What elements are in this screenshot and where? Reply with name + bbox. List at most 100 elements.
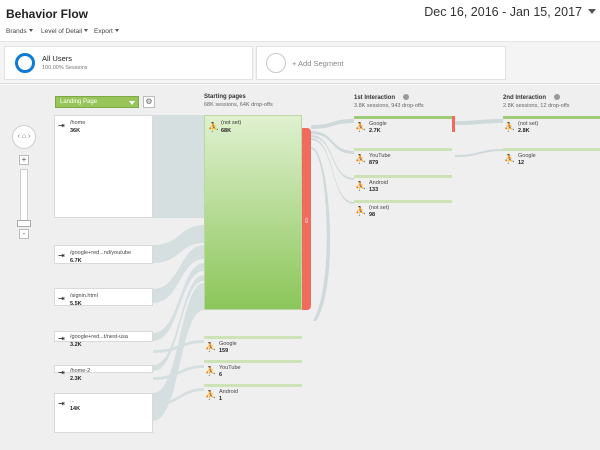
node-name: Google [369,121,387,127]
starting-page-node[interactable]: ⛹ Android 1 [204,384,302,404]
segment-all-users[interactable]: All Users 100.00% Sessions [4,46,253,80]
column-header-2nd-interaction: 2nd Interaction 2.8K sessions, 12 drop-o… [503,94,570,109]
export-menu[interactable]: Export [94,28,119,35]
node-name: Google [219,341,237,347]
landing-page-node[interactable]: ⇥ /home 36K [54,115,153,218]
brands-menu[interactable]: Brands [6,28,33,35]
header-bar: Behavior Flow Dec 16, 2016 - Jan 15, 201… [0,0,600,25]
column-stats: 3.8K sessions, 943 drop-offs [354,103,424,109]
flow-to-android-1 [311,135,354,180]
flow-small-3 [153,388,204,406]
flow-nest [153,263,204,341]
flow-to-2nd-2 [455,149,503,157]
zoom-in-button[interactable]: + [19,155,29,165]
dimension-select-label: Landing Page [60,99,98,105]
dimension-select[interactable]: Landing Page [55,96,139,108]
second-interaction-node[interactable]: ⛹ (not set) 2.8K [503,116,600,138]
enter-arrow-icon: ⇥ [58,368,65,377]
caret-down-icon [84,29,89,32]
flow-youtube-page [153,225,204,263]
starting-page-node[interactable]: ⛹ (not set) 68K [204,115,302,310]
person-walking-icon: ⛹ [205,390,217,400]
node-value: 2.8K [518,128,530,134]
chevron-down-icon[interactable] [588,9,596,14]
enter-arrow-icon: ⇥ [58,399,65,408]
column-stats: 68K sessions, 64K drop-offs [204,102,273,108]
node-name: /google+red...nd/youtube [70,250,132,256]
person-walking-icon: ⛹ [355,122,367,132]
node-name: YouTube [369,153,391,159]
first-interaction-node[interactable]: ⛹ YouTube 879 [354,148,452,170]
landing-page-node[interactable]: ⇥ /signin.html 5.5K [54,288,153,307]
zoom-slider-track[interactable] [20,169,28,227]
node-value: 879 [369,160,379,166]
node-value: 133 [369,187,379,193]
person-walking-icon: ⛹ [504,154,516,164]
pan-home-icon[interactable]: ‹ ⌂ › [12,125,36,149]
node-name: Google [518,153,536,159]
node-name: Android [369,180,388,186]
info-icon[interactable] [403,94,410,100]
node-name: /home [70,120,86,126]
segment-sessions: 100.00% Sessions [42,65,88,71]
enter-arrow-icon: ⇥ [58,294,65,303]
column-stats: 2.8K sessions, 12 drop-offs [503,103,570,109]
node-value: 12 [518,160,525,166]
caret-down-icon [129,101,135,105]
empty-ring-icon [266,53,286,73]
caret-down-icon [28,29,33,32]
dropoff-bar[interactable] [302,128,311,310]
first-interaction-node[interactable]: ⛹ Google 2.7K [354,116,452,138]
landing-page-node[interactable]: ⇥ /home-2 2.3K [54,365,153,382]
node-value: 6 [219,372,223,378]
first-interaction-node[interactable]: ⛹ Android 133 [354,175,452,197]
node-name: (not set) [369,205,390,211]
starting-page-node[interactable]: ⛹ Google 159 [204,336,302,356]
caret-down-icon [114,29,119,32]
zoom-out-button[interactable]: - [19,229,29,239]
first-interaction-node[interactable]: ⛹ (not set) 98 [354,200,452,222]
person-walking-icon: ⛹ [355,154,367,164]
person-walking-icon: ⛹ [208,122,220,132]
node-value: 14K [70,406,81,412]
node-value: 2.3K [70,376,82,382]
node-value: 2.7K [369,128,381,134]
flow-to-2nd-1 [455,119,503,125]
flow-to-youtube-1 [311,131,354,154]
landing-page-node[interactable]: ⇥ ... 14K [54,393,153,433]
add-segment-button[interactable]: + Add Segment [256,46,506,80]
enter-arrow-icon: ⇥ [58,251,65,260]
person-walking-icon: ⛹ [205,342,217,352]
node-value: 3.2K [70,342,82,348]
column-header-starting-pages: Starting pages 68K sessions, 64K drop-of… [204,94,273,108]
person-walking-icon: ⛹ [355,181,367,191]
page-title: Behavior Flow [6,7,89,21]
flow-other [153,283,204,421]
column-title: 1st Interaction [354,95,396,101]
column-title: Starting pages [204,94,246,100]
level-of-detail-menu[interactable]: Level of Detail [41,28,89,35]
node-value: 6.7K [70,258,82,264]
export-menu-label: Export [94,28,113,35]
flow-to-notset-1 [311,138,354,204]
enter-arrow-icon: ⇥ [58,334,65,343]
starting-page-node[interactable]: ⛹ YouTube 6 [204,360,302,380]
person-walking-icon: ⛹ [205,366,217,376]
toolbar: Brands Level of Detail Export [0,25,600,42]
second-interaction-node[interactable]: ⛹ Google 12 [503,148,600,170]
info-icon[interactable] [554,94,561,100]
node-name: Android [219,389,238,395]
zoom-slider-thumb[interactable] [17,220,31,227]
brands-menu-label: Brands [6,28,27,35]
node-name: ... [70,398,75,404]
node-name: /signin.html [70,293,98,299]
node-value: 1 [219,396,223,402]
date-range-picker[interactable]: Dec 16, 2016 - Jan 15, 2017 [424,5,582,19]
landing-page-node[interactable]: ⇥ /google+red...t/nest-usa 3.2K [54,331,153,348]
gear-icon[interactable]: ⚙ [143,96,155,108]
dropoff-bar[interactable] [452,116,455,132]
add-segment-label: + Add Segment [292,59,344,68]
node-name: (not set) [518,121,539,127]
enter-arrow-icon: ⇥ [58,121,65,130]
landing-page-node[interactable]: ⇥ /google+red...nd/youtube 6.7K [54,245,153,264]
